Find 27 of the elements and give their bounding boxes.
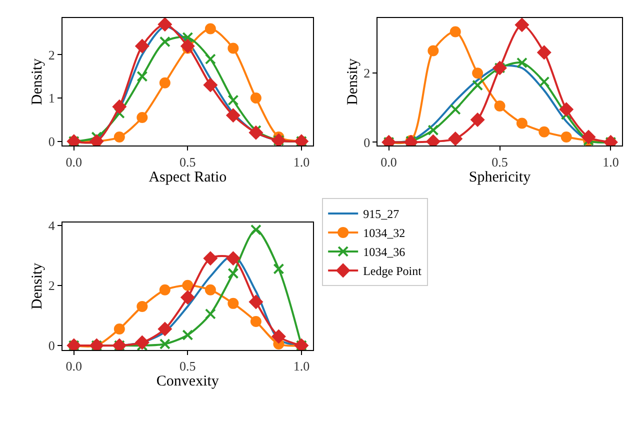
- y-tick-label: 2: [48, 47, 55, 62]
- legend-label: Ledge Point: [363, 264, 422, 278]
- x-tick-label: 1.0: [293, 154, 310, 170]
- x-axis-title: Sphericity: [468, 169, 532, 186]
- y-axis-title: Density: [344, 58, 361, 106]
- x-axis-title: Aspect Ratio: [148, 169, 227, 186]
- x-tick-label: 0.5: [492, 154, 508, 170]
- y-tick-label: 4: [48, 218, 56, 233]
- y-tick-label: 0: [48, 338, 55, 354]
- x-tick-label: 0.0: [66, 154, 82, 170]
- x-tick-label: 0.5: [180, 358, 196, 374]
- legend-label: 1034_36: [363, 245, 406, 260]
- legend-label: 915_27: [363, 207, 400, 222]
- x-tick-label: 1.0: [602, 154, 619, 170]
- y-axis-title: Density: [30, 58, 46, 106]
- y-axis-title: Density: [30, 262, 46, 310]
- y-tick-label: 1: [48, 90, 55, 106]
- x-tick-label: 0.0: [66, 358, 82, 374]
- y-tick-label: 0: [48, 134, 55, 149]
- legend-label: 1034_32: [363, 226, 406, 240]
- x-tick-label: 0.5: [180, 154, 196, 170]
- y-tick-label: 2: [48, 278, 55, 293]
- y-tick-label: 0: [364, 134, 370, 150]
- y-tick-label: 2: [364, 66, 370, 81]
- x-axis-title: Convexity: [156, 374, 220, 390]
- x-tick-label: 1.0: [293, 358, 310, 374]
- x-tick-label: 0.0: [380, 154, 397, 170]
